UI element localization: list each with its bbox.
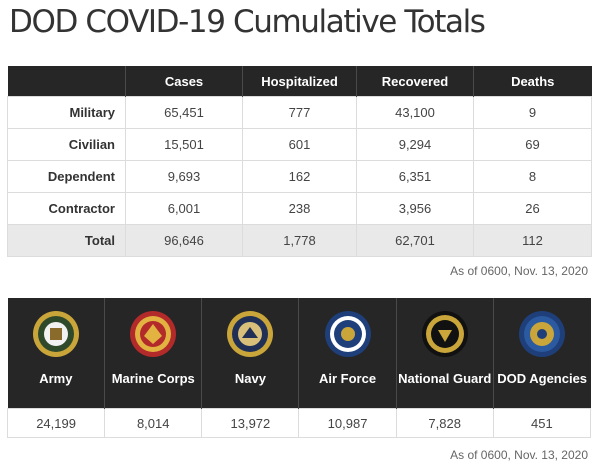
branch-header: Navy (201, 298, 299, 409)
deaths-cell: 9 (473, 96, 592, 129)
cumulative-totals-table: Cases Hospitalized Recovered Deaths Mili… (7, 66, 592, 257)
header-hospitalized: Hospitalized (242, 66, 357, 97)
cases-cell: 96,646 (125, 224, 243, 257)
table-row: Dependent 9,693 162 6,351 8 (7, 160, 592, 193)
header-recovered: Recovered (356, 66, 474, 97)
hospitalized-cell: 162 (242, 160, 357, 193)
branch-value: 451 (492, 408, 592, 438)
table-row: Contractor 6,001 238 3,956 26 (7, 192, 592, 225)
branch-value-row: 24,199 8,014 13,972 10,987 7,828 451 (6, 408, 592, 438)
branch-value: 8,014 (104, 408, 203, 438)
branch-value: 7,828 (395, 408, 494, 438)
row-label: Total (7, 224, 126, 257)
table-header-row: Cases Hospitalized Recovered Deaths (7, 66, 592, 97)
recovered-cell: 9,294 (356, 128, 474, 161)
branch-totals-table: Army Marine Corps Navy (6, 298, 592, 438)
deaths-cell: 112 (473, 224, 592, 257)
branch-value: 24,199 (6, 408, 106, 438)
recovered-cell: 6,351 (356, 160, 474, 193)
marine-corps-seal-icon (130, 311, 177, 357)
total-row: Total 96,646 1,778 62,701 112 (7, 224, 592, 257)
branch-label: Marine Corps (111, 371, 195, 386)
air-force-seal-icon (324, 311, 371, 357)
branch-header: Marine Corps (104, 298, 202, 409)
table-row: Civilian 15,501 601 9,294 69 (7, 128, 592, 161)
branch-value: 13,972 (201, 408, 300, 438)
header-cases: Cases (125, 66, 243, 97)
branch-label: Air Force (319, 371, 377, 386)
branch-header: Army (7, 298, 105, 409)
deaths-cell: 8 (473, 160, 592, 193)
national-guard-seal-icon (421, 311, 468, 357)
row-label: Civilian (7, 128, 126, 161)
hospitalized-cell: 777 (242, 96, 357, 129)
navy-seal-icon (227, 311, 274, 357)
army-seal-icon (32, 311, 79, 357)
cases-cell: 9,693 (125, 160, 243, 193)
branch-header: DOD Agencies (492, 298, 591, 409)
branch-label: DOD Agencies (497, 371, 588, 386)
as-of-note: As of 0600, Nov. 13, 2020 (450, 264, 588, 278)
hospitalized-cell: 238 (242, 192, 357, 225)
table-row: Military 65,451 777 43,100 9 (7, 96, 592, 129)
recovered-cell: 62,701 (356, 224, 474, 257)
cases-cell: 6,001 (125, 192, 243, 225)
cases-cell: 15,501 (125, 128, 243, 161)
header-deaths: Deaths (473, 66, 592, 97)
branch-value: 10,987 (298, 408, 397, 438)
hospitalized-cell: 1,778 (242, 224, 357, 257)
deaths-cell: 26 (473, 192, 592, 225)
recovered-cell: 43,100 (356, 96, 474, 129)
recovered-cell: 3,956 (356, 192, 474, 225)
row-label: Military (7, 96, 126, 129)
branch-label: National Guard (398, 371, 492, 386)
as-of-note: As of 0600, Nov. 13, 2020 (450, 448, 588, 462)
branch-label: Navy (234, 371, 266, 386)
row-label: Dependent (7, 160, 126, 193)
row-label: Contractor (7, 192, 126, 225)
branch-header-row: Army Marine Corps Navy (7, 298, 591, 409)
branch-header: Air Force (298, 298, 397, 409)
page-title: DOD COVID-19 Cumulative Totals (9, 4, 486, 40)
cases-cell: 65,451 (125, 96, 243, 129)
hospitalized-cell: 601 (242, 128, 357, 161)
header-blank (7, 66, 126, 97)
deaths-cell: 69 (473, 128, 592, 161)
branch-header: National Guard (395, 298, 494, 409)
branch-label: Army (39, 371, 73, 386)
dod-agencies-seal-icon (519, 311, 566, 357)
